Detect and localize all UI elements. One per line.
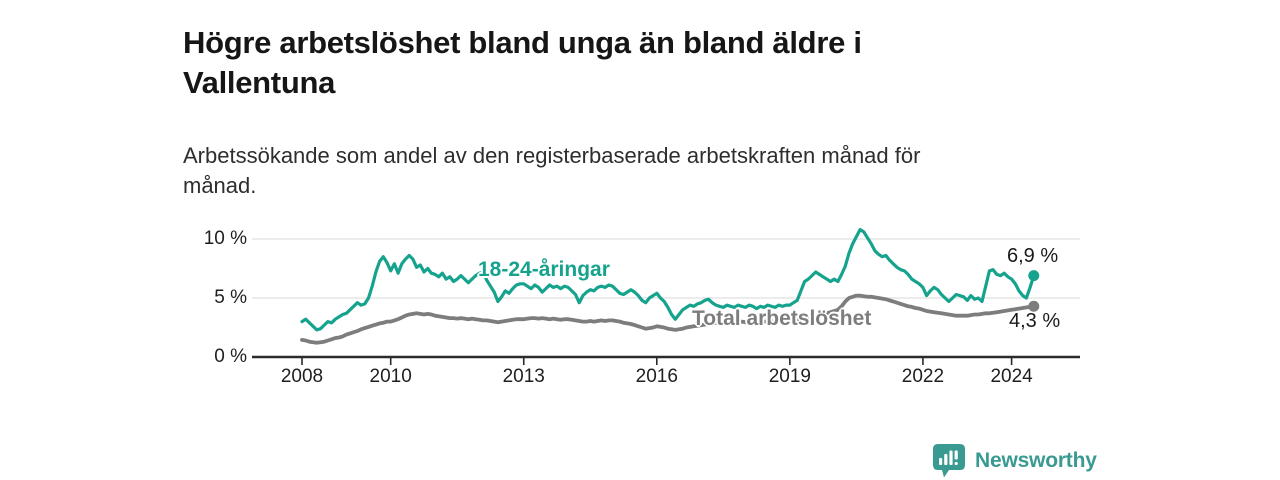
x-axis-label-2024: 2024 — [990, 366, 1033, 387]
page-subtitle: Arbetssökande som andel av den registerb… — [183, 143, 921, 198]
page-title: Högre arbetslöshet bland unga än bland ä… — [183, 24, 862, 100]
y-axis-label-0pct: 0 % — [214, 346, 247, 367]
newsworthy-chart-bubble-icon — [933, 444, 965, 478]
newsworthy-logo-text: Newsworthy — [975, 449, 1097, 472]
end-value-label-youth: 6,9 % — [1007, 245, 1059, 267]
series-line-0 — [300, 228, 1036, 332]
series-end-dot-1 — [1028, 300, 1040, 312]
x-axis-label-2008: 2008 — [280, 366, 324, 387]
series-label-youth: 18-24-åringar — [478, 258, 610, 281]
end-value-label-total: 4,3 % — [1009, 310, 1061, 332]
x-axis-label-2019: 2019 — [768, 366, 811, 387]
series-label-total: Total arbetslöshet — [692, 307, 872, 330]
x-axis-label-2022: 2022 — [901, 366, 945, 387]
y-axis-label-5pct: 5 % — [214, 287, 247, 308]
newsworthy-logo[interactable]: Newsworthy — [932, 443, 1097, 479]
y-axis-label-10pct: 10 % — [203, 228, 247, 249]
series-end-dot-0 — [1028, 270, 1040, 282]
x-axis-label-2013: 2013 — [502, 366, 545, 387]
x-axis-label-2010: 2010 — [369, 366, 412, 387]
x-axis-label-2016: 2016 — [635, 366, 678, 387]
series-line-1 — [300, 293, 1036, 345]
